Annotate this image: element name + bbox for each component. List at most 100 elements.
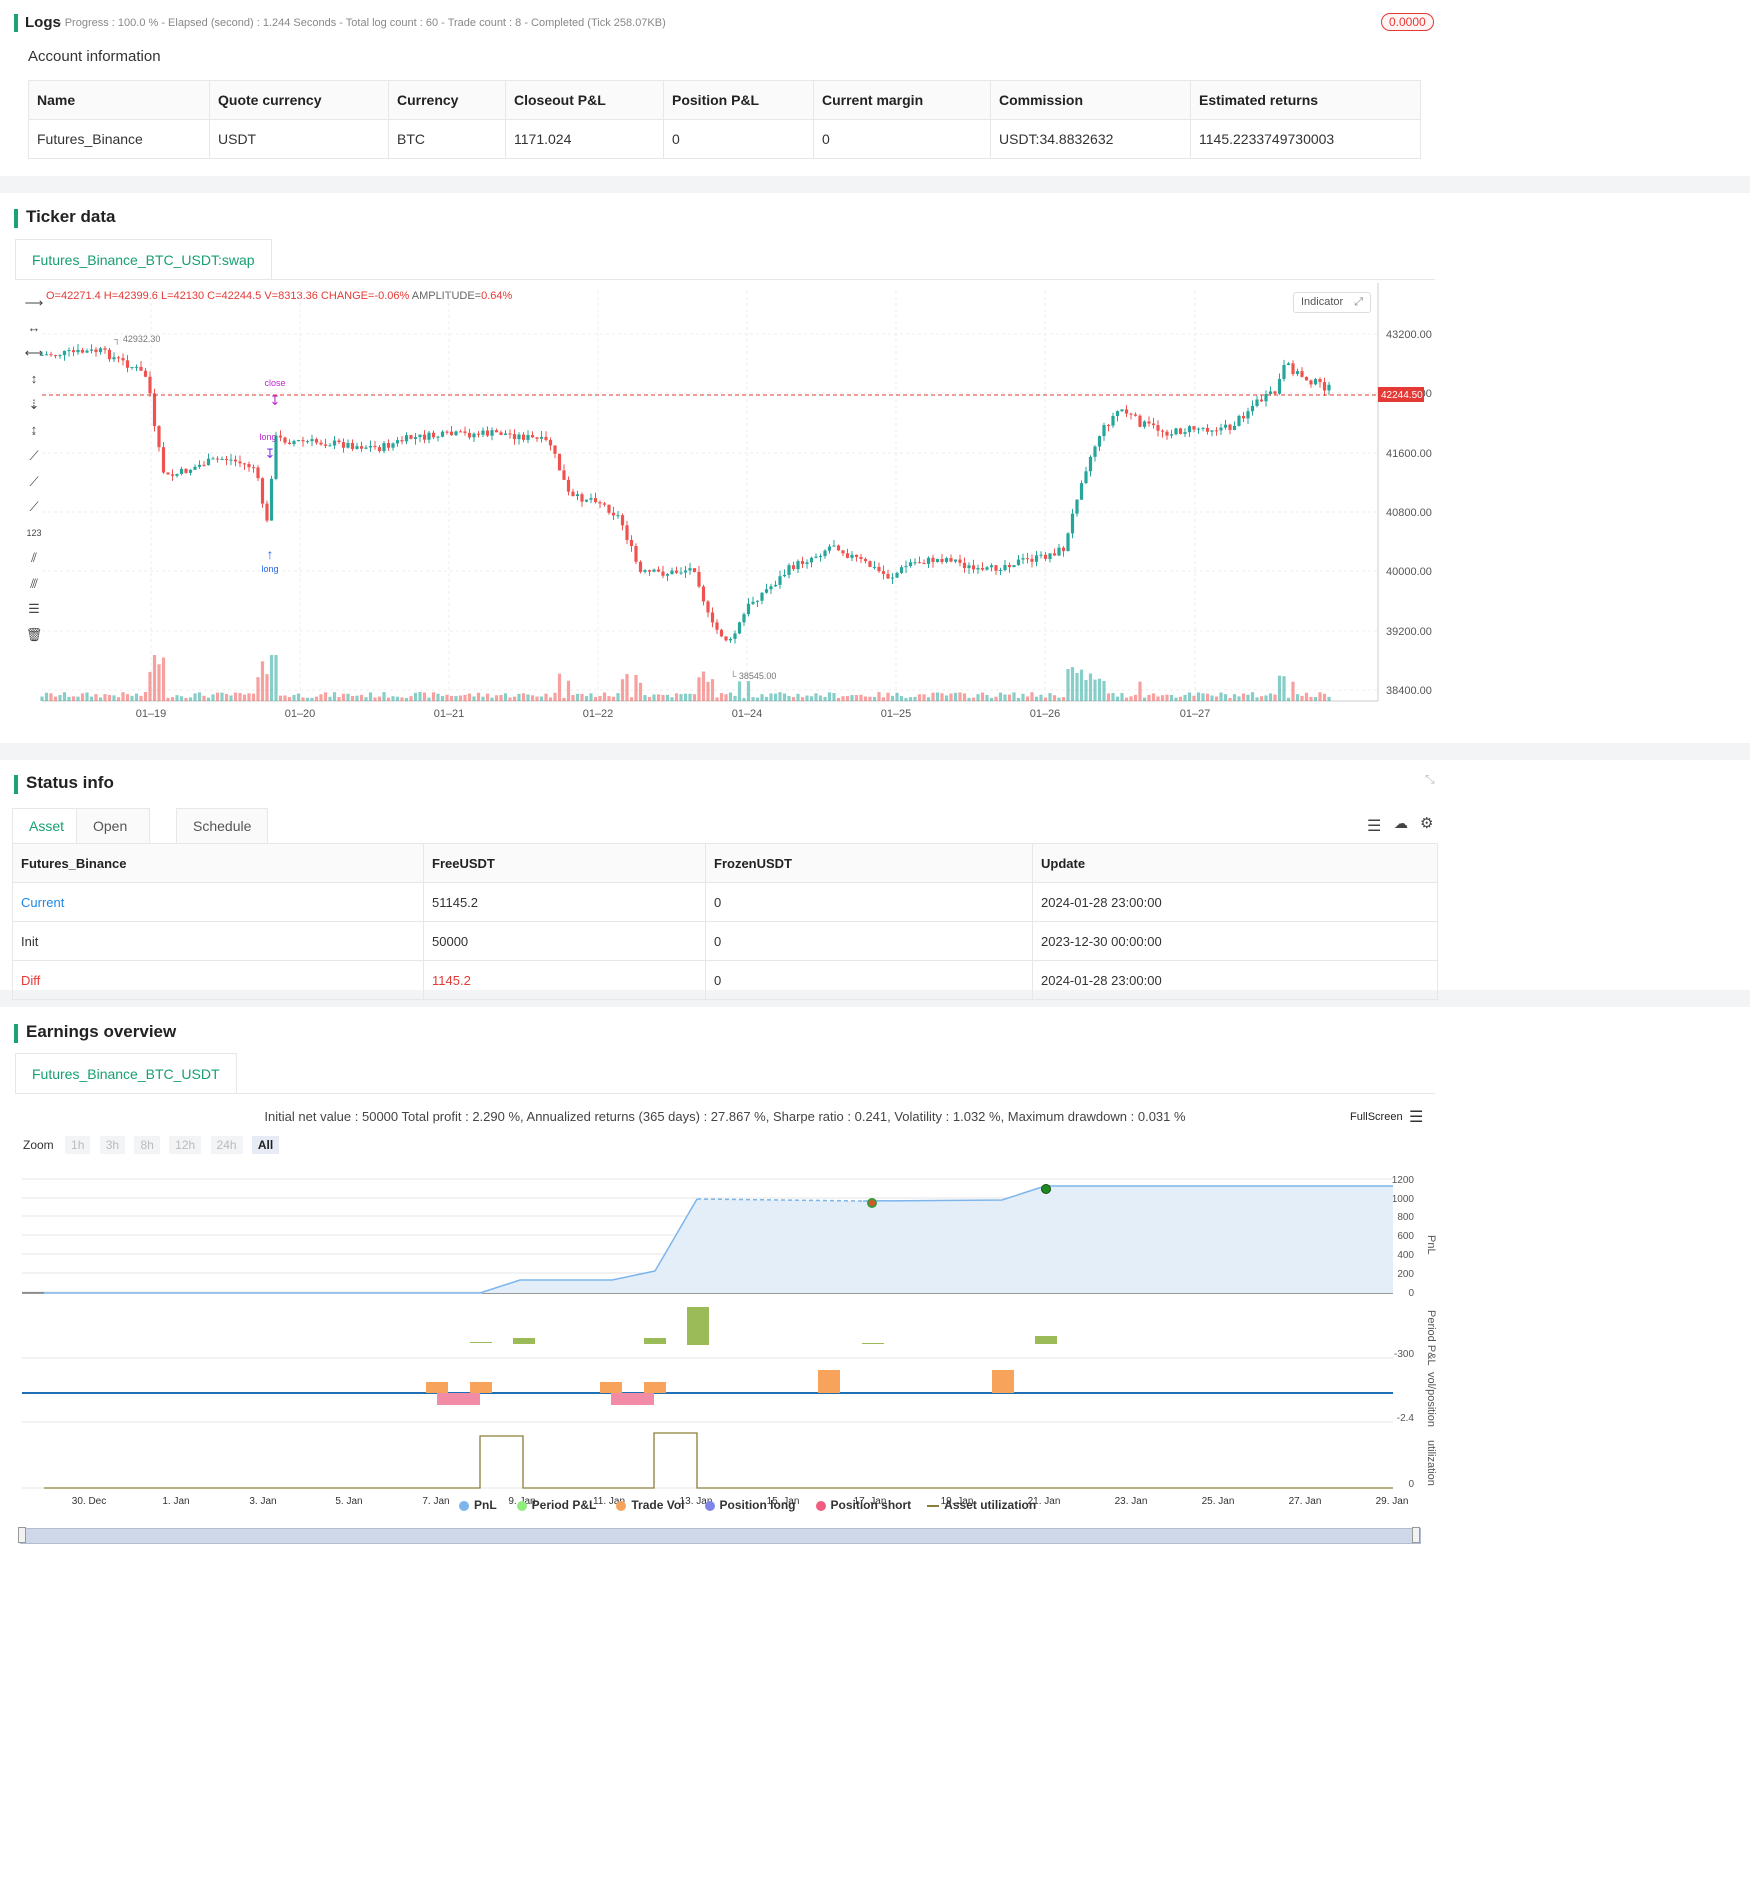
annotation-long-mid: long	[259, 432, 276, 442]
volume-bar	[868, 696, 872, 701]
tab-schedule-orders[interactable]: Schedule orders	[176, 808, 269, 868]
volume-bar	[368, 692, 373, 701]
earnings-section: Earnings overview Futures_Binance_BTC_US…	[0, 1007, 1750, 1891]
earnings-chart[interactable]: 1200 1000 800 600 400 200 0 PnL -300 Period P&L -2…	[0, 1160, 1450, 1544]
legend-item[interactable]: Position short	[815, 1498, 911, 1512]
zoom-1h[interactable]: 1h	[65, 1136, 91, 1154]
row-label-current[interactable]: Current	[12, 882, 424, 922]
tab-ticker-symbol[interactable]: Futures_Binance_BTC_USDT:swap	[15, 239, 272, 280]
fullscreen-button[interactable]: FullScreen	[1350, 1111, 1403, 1123]
y-tick-label: 41600.00	[1386, 448, 1432, 460]
cell-currency: BTC	[388, 119, 506, 159]
horizontal-ray-icon[interactable]: ↔	[27, 320, 41, 335]
indicator-button[interactable]: Indicator ⤢	[1293, 292, 1372, 313]
volume-bar	[161, 657, 166, 701]
tab-earnings-symbol[interactable]: Futures_Binance_BTC_USDT	[15, 1053, 237, 1094]
volume-bar	[1273, 694, 1277, 701]
volume-bar	[112, 695, 116, 701]
volume-bar	[350, 695, 355, 701]
legend-item[interactable]: Position long	[704, 1498, 796, 1512]
expand-icon[interactable]: ⤢	[1354, 296, 1364, 308]
volume-bar	[706, 681, 710, 701]
candle-body	[400, 440, 404, 442]
long-up-arrow-icon: ↑	[267, 546, 274, 562]
vertical-line-icon[interactable]: ↕	[30, 371, 38, 386]
zoom-all[interactable]: All	[251, 1136, 280, 1154]
candle-body	[1016, 559, 1021, 566]
navigator-handle-right[interactable]	[1412, 1527, 1420, 1543]
list-icon[interactable]: ☰	[1367, 818, 1382, 835]
volume-bar	[863, 696, 868, 701]
volume-bar	[724, 694, 728, 701]
cell-free: 1145.2	[423, 960, 706, 1000]
axis-title-pnl: PnL	[1425, 1235, 1437, 1255]
candle-body	[850, 554, 854, 558]
zoom-24h[interactable]: 24h	[210, 1136, 243, 1154]
volume-bar	[341, 693, 346, 701]
horizontal-lines-icon[interactable]: ☰	[28, 601, 40, 616]
parallel-channel-icon[interactable]: ⫽	[31, 550, 37, 565]
legend-item[interactable]: Trade Vol	[616, 1498, 685, 1512]
candle-body	[1309, 380, 1313, 385]
vertical-ray-icon[interactable]: ⇣	[28, 397, 40, 412]
volume-bar	[1165, 694, 1169, 701]
candle-body	[242, 463, 247, 465]
price-line-icon[interactable]: 123	[26, 528, 42, 538]
ohlc-readout: O=42271.4 H=42399.6 L=42130 C=42244.5 V=…	[46, 290, 512, 302]
volume-bar	[1016, 697, 1021, 701]
ray-line-icon[interactable]: ⟋	[29, 474, 39, 489]
zoom-3h[interactable]: 3h	[99, 1136, 126, 1154]
candle-body	[553, 445, 557, 454]
volume-bar	[607, 696, 611, 701]
candle-body	[328, 445, 332, 447]
navigator-handle-left[interactable]	[18, 1527, 26, 1543]
candle-body	[395, 440, 400, 444]
zoom-8h[interactable]: 8h	[134, 1136, 160, 1154]
candle-body	[904, 566, 908, 568]
vertical-segment-icon[interactable]: ↨	[30, 422, 38, 437]
candle-body	[346, 443, 350, 448]
legend-item[interactable]: PnL	[459, 1498, 497, 1512]
navigator-scrollbar[interactable]	[20, 1528, 1421, 1544]
horizontal-line-icon[interactable]: ⟶	[24, 295, 44, 310]
legend-item[interactable]: Period P&L	[516, 1498, 596, 1512]
tab-asset[interactable]: Asset	[12, 808, 82, 843]
volume-bar	[791, 697, 796, 701]
fib-lines-icon[interactable]: ⫻	[30, 576, 38, 591]
trend-line-icon[interactable]: ⟋	[29, 448, 39, 463]
cell-name: Futures_Binance	[28, 119, 210, 159]
volume-bar	[823, 696, 827, 701]
candle-body	[674, 570, 679, 573]
candlestick-chart[interactable]: 43200.0042400.0041600.0040800.0040000.00…	[30, 283, 1450, 723]
candle-body	[1129, 413, 1133, 415]
x-tick-label: 01–19	[136, 708, 167, 720]
volume-bar	[314, 696, 319, 701]
period-pnl-bar	[1035, 1336, 1057, 1344]
menu-icon[interactable]: ☰	[1409, 1109, 1424, 1126]
col-currency: Currency	[388, 80, 506, 120]
candle-body	[152, 393, 157, 427]
volume-bar	[296, 693, 301, 701]
trash-icon[interactable]: 🗑	[25, 627, 43, 642]
position-short-bar	[437, 1393, 480, 1405]
candle-body	[89, 349, 94, 351]
candle-body	[472, 433, 476, 438]
legend-item[interactable]: Asset utilization	[927, 1498, 1036, 1512]
segment-line-icon[interactable]: ⟋	[29, 499, 39, 514]
candle-body	[1030, 558, 1034, 562]
candle-body	[571, 491, 575, 497]
volume-bar	[476, 692, 481, 701]
candle-body	[418, 434, 422, 438]
candle-body	[935, 559, 940, 563]
current-price-label: 42244.50	[1381, 390, 1423, 401]
ohlc-values: O=42271.4 H=42399.6 L=42130 C=42244.5 V=…	[46, 290, 375, 302]
settings-icon[interactable]: ⚙	[1420, 815, 1434, 832]
zoom-12h[interactable]: 12h	[169, 1136, 202, 1154]
logs-badge[interactable]: 0.0000	[1381, 13, 1434, 31]
horizontal-segment-icon[interactable]: ⟷	[24, 345, 44, 360]
candle-body	[220, 458, 224, 460]
collapse-icon[interactable]: ⤡	[1425, 772, 1435, 786]
tab-open-orders[interactable]: Open orders	[76, 808, 150, 868]
volume-bar	[598, 695, 602, 701]
cloud-download-icon[interactable]: ☁	[1394, 815, 1408, 831]
